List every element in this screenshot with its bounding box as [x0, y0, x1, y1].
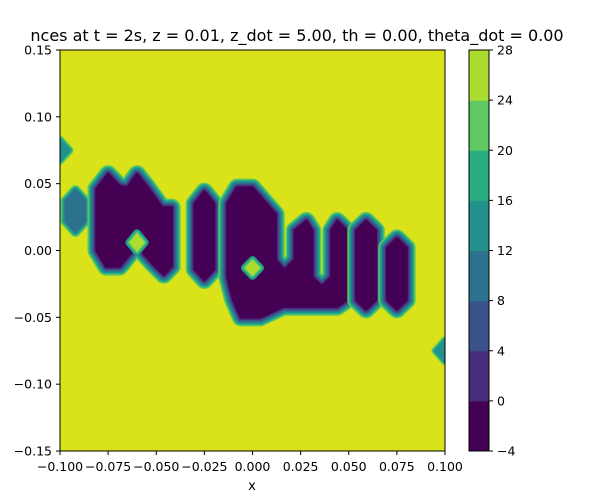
colorbar-band — [469, 300, 489, 352]
y-tick-label: −0.05 — [14, 310, 52, 325]
y-tick-label: −0.15 — [14, 444, 52, 459]
colorbar-tick-label: 24 — [497, 93, 513, 108]
x-tick-label: 0.000 — [235, 459, 271, 474]
contour-band-6-7 — [385, 237, 408, 311]
y-axis-ticks: −0.15 −0.10 −0.05 0.00 0.05 0.10 0.15 — [14, 43, 60, 459]
contour-band-0-3 — [60, 138, 71, 163]
x-tick-label: −0.075 — [85, 459, 131, 474]
y-tick-label: 0.05 — [24, 176, 52, 191]
colorbar-tick-label: 0 — [497, 393, 505, 408]
y-tick-label: −0.10 — [14, 377, 52, 392]
contour-island-1-0 — [244, 259, 261, 276]
x-tick-label: 0.100 — [427, 459, 463, 474]
colorbar-band — [469, 100, 489, 151]
x-tick-label: 0.075 — [379, 459, 415, 474]
colorbar-band — [469, 400, 489, 452]
chart-title: nces at t = 2s, z = 0.01, z_dot = 5.00, … — [30, 26, 563, 46]
contour-band-3-7 — [193, 190, 216, 282]
y-tick-label: 0.10 — [24, 109, 52, 124]
x-tick-label: −0.050 — [133, 459, 179, 474]
colorbar — [469, 50, 489, 452]
x-axis-label: x — [248, 479, 256, 494]
colorbar-tick-label: 20 — [497, 143, 513, 158]
colorbar-tick-label: 12 — [497, 243, 513, 258]
colorbar-band — [469, 150, 489, 201]
colorbar-band — [469, 250, 489, 302]
y-tick-label: 0.00 — [24, 243, 52, 258]
colorbar-band — [469, 350, 489, 402]
x-tick-label: −0.025 — [181, 459, 227, 474]
x-axis-ticks: −0.100 −0.075 −0.050 −0.025 0.000 0.025 0.050 0… — [37, 451, 463, 474]
contour-band-7-3 — [434, 338, 445, 363]
contour-regions — [60, 135, 445, 366]
contour-band-1-4 — [64, 189, 87, 234]
colorbar-tick-label: 16 — [497, 193, 513, 208]
contour-band-2-7 — [95, 173, 173, 276]
contour-island-0-0 — [129, 233, 145, 252]
y-tick-label: 0.15 — [24, 43, 52, 58]
colorbar-ticks: −4 0 4 8 12 16 20 24 28 — [489, 43, 515, 459]
contour-band-5-7 — [355, 219, 378, 311]
x-tick-label: −0.100 — [37, 459, 83, 474]
x-tick-label: 0.050 — [331, 459, 367, 474]
colorbar-tick-label: 4 — [497, 343, 505, 358]
colorbar-band — [469, 200, 489, 251]
colorbar-band — [469, 50, 489, 101]
x-tick-label: 0.025 — [283, 459, 319, 474]
colorbar-tick-label: 8 — [497, 293, 505, 308]
colorbar-tick-label: −4 — [497, 444, 515, 459]
contour-band-4-7 — [226, 186, 349, 319]
colorbar-tick-label: 28 — [497, 43, 513, 58]
